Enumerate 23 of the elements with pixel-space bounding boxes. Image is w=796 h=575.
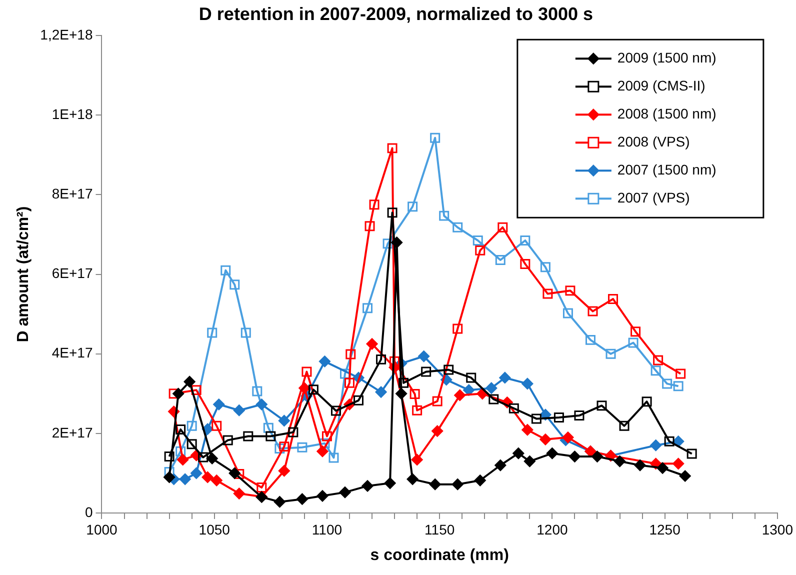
legend-label: 2007 (VPS) xyxy=(617,189,690,206)
y-tick-label: 8E+17 xyxy=(52,186,93,202)
y-tick-label: 4E+17 xyxy=(52,344,93,361)
legend-label: 2008 (VPS) xyxy=(617,133,690,150)
y-tick-label: 0 xyxy=(84,504,93,520)
x-tick-label: 1000 xyxy=(86,521,118,538)
y-axis-title: D amount (at/cm²) xyxy=(15,206,32,342)
y-tick-label: 2E+17 xyxy=(52,424,93,440)
x-tick-label: 1200 xyxy=(536,521,568,538)
x-tick-label: 1300 xyxy=(762,521,794,538)
y-tick-label: 1,2E+18 xyxy=(40,26,93,42)
x-axis-title: s coordinate (mm) xyxy=(370,546,509,564)
legend-label: 2009 (CMS-II) xyxy=(617,77,706,94)
y-tick-label: 6E+17 xyxy=(52,265,93,282)
x-tick-label: 1250 xyxy=(649,521,681,538)
legend-label: 2009 (1500 nm) xyxy=(617,49,716,66)
chart-title: D retention in 2007-2009, normalized to 3000 s xyxy=(198,4,594,24)
legend-label: 2007 (1500 nm) xyxy=(617,161,716,178)
x-tick-label: 1100 xyxy=(312,521,342,538)
x-tick-label: 1150 xyxy=(424,521,455,538)
x-tick-label: 1050 xyxy=(198,521,230,538)
y-tick-label: 1E+18 xyxy=(52,106,93,122)
legend-label: 2008 (1500 nm) xyxy=(617,105,716,122)
